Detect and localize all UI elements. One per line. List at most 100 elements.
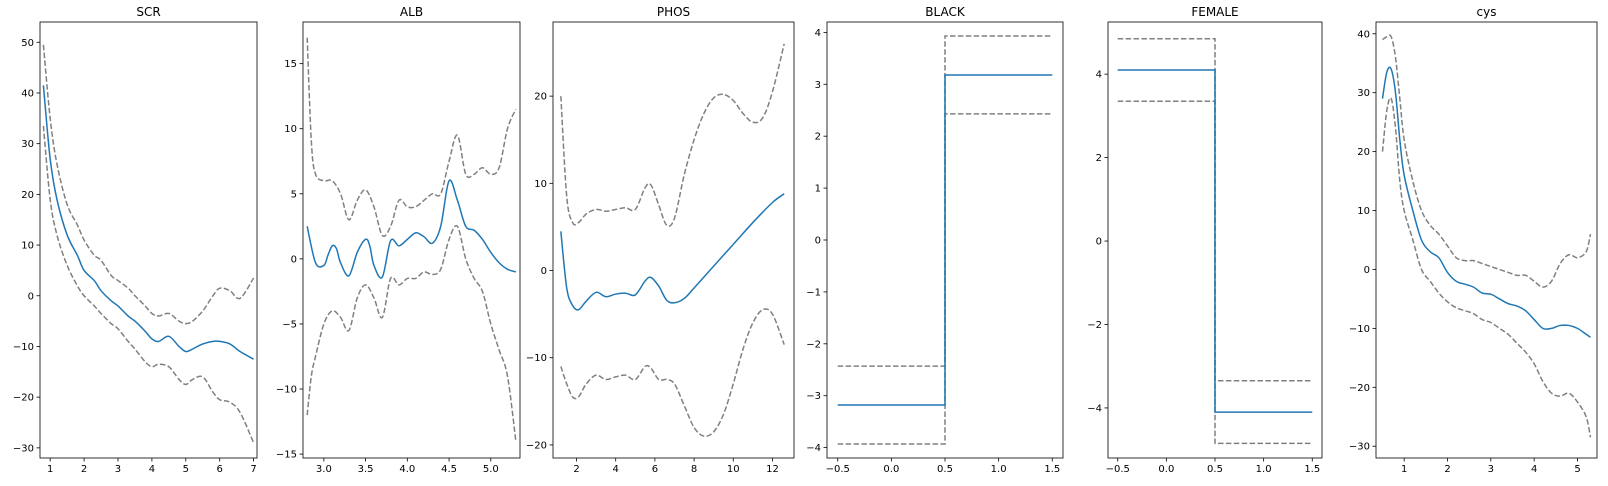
y-tick-label: 20 [534, 92, 547, 103]
y-tick-label: −30 [1349, 442, 1370, 453]
y-tick-label: 2 [815, 132, 821, 143]
x-tick-label: 4 [1531, 464, 1537, 475]
panel-black: −0.5 0.0 0.5 1.0 1.5 −4 −3 −2 −1 0 1 2 3 4 BLACK [806, 5, 1064, 475]
x-tick-label: 6 [652, 464, 658, 475]
y-tick-label: 40 [1357, 29, 1370, 40]
panel-title: BLACK [925, 5, 966, 19]
x-tick-label: 10 [727, 464, 740, 475]
y-tick-label: −4 [806, 443, 821, 454]
series-line-estimate [42, 85, 254, 360]
y-tick-label: 10 [1357, 206, 1370, 217]
y-tick-label: 0 [541, 266, 547, 277]
y-tick-label: 0 [1364, 265, 1370, 276]
y-tick-label: −20 [1349, 383, 1370, 394]
x-tick-label: −0.5 [826, 464, 850, 475]
panel-title: ALB [400, 5, 423, 19]
series-line-estimate [1117, 69, 1313, 413]
y-tick-label: −10 [13, 342, 34, 353]
y-tick-label: 5 [291, 189, 297, 200]
series-line-upper [560, 43, 785, 227]
y-tick-label: −15 [276, 450, 297, 461]
series-line-lower [42, 125, 255, 444]
panel-title: PHOS [657, 5, 690, 19]
axes-frame [302, 21, 521, 459]
axes-frame [552, 21, 795, 459]
axes-frame [1375, 21, 1598, 459]
x-tick-label: 3.5 [358, 464, 374, 475]
series-line-lower [560, 308, 785, 438]
y-tick-label: 10 [534, 179, 547, 190]
y-tick-label: 2 [1096, 153, 1102, 164]
y-tick-label: 50 [21, 38, 34, 49]
y-tick-label: −2 [1087, 320, 1102, 331]
x-tick-label: 3 [1488, 464, 1494, 475]
x-tick-label: 2 [1444, 464, 1450, 475]
series-line-estimate [837, 74, 1053, 406]
y-tick-label: 20 [1357, 147, 1370, 158]
panel-scr: 1 2 3 4 5 6 7 −30 −20 −10 0 10 20 30 40 50 SCR [13, 5, 258, 475]
y-tick-label: −30 [13, 443, 34, 454]
x-tick-label: 5 [1574, 464, 1580, 475]
y-tick-label: 0 [815, 236, 821, 247]
y-tick-label: 3 [815, 80, 821, 91]
y-tick-label: 20 [21, 190, 34, 201]
x-tick-label: 7 [250, 464, 256, 475]
x-tick-label: 8 [691, 464, 697, 475]
x-tick-label: 1 [47, 464, 53, 475]
x-tick-label: 0.5 [937, 464, 953, 475]
y-tick-label: 10 [284, 124, 297, 135]
x-tick-label: 0.5 [1207, 464, 1223, 475]
axes-frame [39, 21, 258, 459]
panel-alb: 3.0 3.5 4.0 4.5 5.0 −15 −10 −5 0 5 10 15 ALB [276, 5, 521, 475]
y-tick-label: 0 [291, 254, 297, 265]
panel-title: cys [1477, 5, 1497, 19]
y-tick-label: −3 [806, 391, 821, 402]
x-tick-label: 1.5 [1044, 464, 1060, 475]
series-line-upper [1117, 37, 1313, 382]
y-tick-label: −4 [1087, 403, 1102, 414]
x-tick-label: 5 [183, 464, 189, 475]
x-tick-label: 3.0 [316, 464, 332, 475]
x-tick-label: 6 [217, 464, 223, 475]
y-tick-label: 4 [1096, 70, 1102, 81]
x-tick-label: 2 [573, 464, 579, 475]
panel-title: FEMALE [1191, 5, 1238, 19]
x-tick-label: 4 [613, 464, 619, 475]
panel-female: −0.5 0.0 0.5 1.0 1.5 −4 −2 0 2 4 FEMALE [1087, 5, 1323, 475]
series-line-estimate [306, 179, 517, 279]
y-tick-label: 30 [21, 139, 34, 150]
series-line-estimate [1381, 66, 1591, 338]
y-tick-label: 4 [815, 28, 821, 39]
x-tick-label: 3 [115, 464, 121, 475]
y-tick-label: 15 [284, 59, 297, 70]
y-tick-label: 40 [21, 88, 34, 99]
y-tick-label: −1 [806, 287, 821, 298]
y-tick-label: 10 [21, 241, 34, 252]
x-tick-label: 0.0 [1158, 464, 1174, 475]
y-tick-label: 1 [815, 184, 821, 195]
x-tick-label: 12 [766, 464, 779, 475]
panel-phos: 2 4 6 8 10 12 −20 −10 0 10 20 PHOS [526, 5, 795, 475]
y-tick-label: −10 [1349, 324, 1370, 335]
series-line-lower [1381, 97, 1592, 438]
panel-cys: 1 2 3 4 5 −30 −20 −10 0 10 20 30 40 cys [1349, 5, 1598, 475]
y-tick-label: −20 [526, 440, 547, 451]
series-line-lower [306, 224, 517, 442]
y-tick-label: −10 [526, 353, 547, 364]
x-tick-label: 1.5 [1304, 464, 1320, 475]
y-tick-label: −10 [276, 385, 297, 396]
x-tick-label: 4.0 [399, 464, 415, 475]
y-tick-label: −5 [282, 319, 297, 330]
y-tick-label: 0 [28, 291, 34, 302]
y-tick-label: 0 [1096, 237, 1102, 248]
x-tick-label: 4 [149, 464, 155, 475]
y-tick-label: 30 [1357, 88, 1370, 99]
panel-title: SCR [136, 5, 160, 19]
x-tick-label: 1.0 [991, 464, 1007, 475]
y-tick-label: −2 [806, 339, 821, 350]
series-line-lower [1117, 100, 1313, 445]
x-tick-label: −0.5 [1106, 464, 1130, 475]
x-tick-label: 1 [1401, 464, 1407, 475]
